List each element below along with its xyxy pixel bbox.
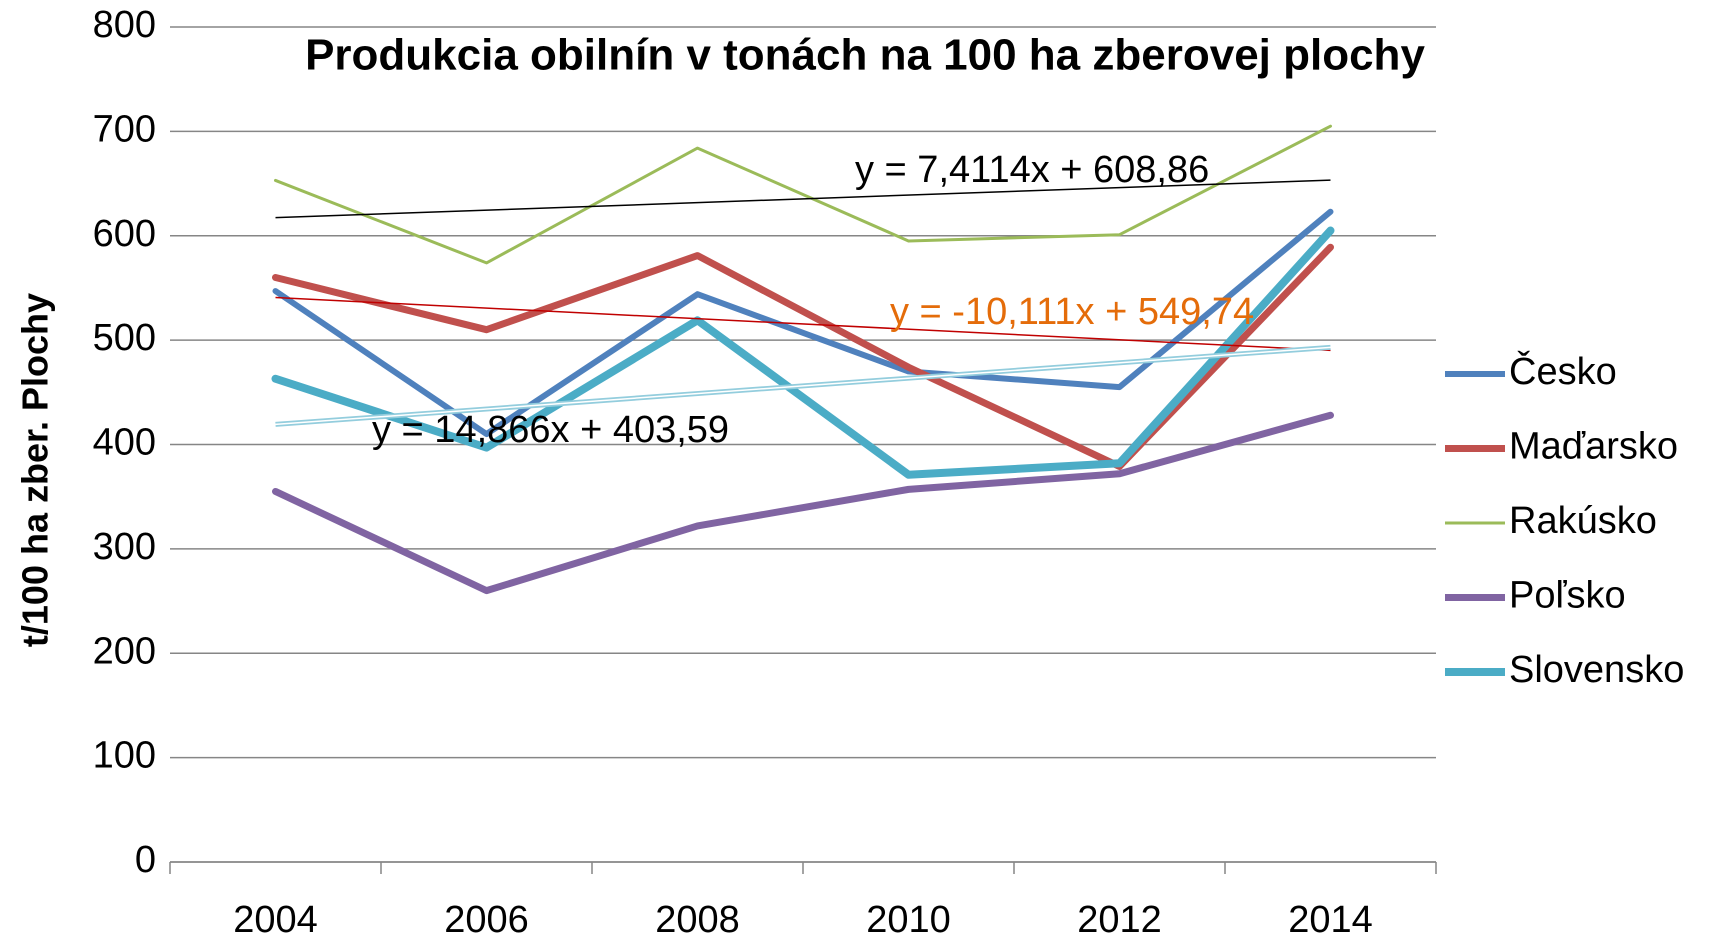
y-tick-label: 300 xyxy=(93,526,156,568)
y-axis-title: t/100 ha zber. Plochy xyxy=(15,293,56,647)
legend-label: Rakúsko xyxy=(1509,500,1657,542)
trendline xyxy=(275,296,1331,352)
x-tick-label: 2014 xyxy=(1288,899,1373,937)
series-line xyxy=(272,411,1334,595)
y-tick-label: 100 xyxy=(93,735,156,777)
legend-label: Česko xyxy=(1509,349,1617,393)
y-tick-label: 500 xyxy=(93,317,156,359)
legend-label: Maďarsko xyxy=(1509,426,1678,468)
legend-label: Slovensko xyxy=(1509,649,1684,691)
y-tick-label: 0 xyxy=(135,839,156,881)
trend-equation: y = 7,4114x + 608,86 xyxy=(855,149,1209,191)
x-tick-label: 2010 xyxy=(866,899,951,937)
trend-equation: y = -10,111x + 549,74 xyxy=(890,291,1254,333)
x-tick-label: 2004 xyxy=(233,899,318,937)
trendline xyxy=(275,179,1331,219)
x-tick-label: 2006 xyxy=(444,899,529,937)
chart-title: Produkcia obilnín v tonách na 100 ha zbe… xyxy=(305,31,1425,80)
y-tick-label: 600 xyxy=(93,213,156,255)
y-tick-label: 400 xyxy=(93,422,156,464)
trendline-inner xyxy=(275,346,1331,426)
legend-label: Poľsko xyxy=(1509,575,1626,617)
y-tick-label: 700 xyxy=(93,108,156,150)
y-tick-label: 800 xyxy=(93,4,156,46)
series-line xyxy=(271,226,1335,479)
y-tick-label: 200 xyxy=(93,630,156,672)
x-tick-label: 2012 xyxy=(1077,899,1162,937)
trend-equation: y = 14,866x + 403,59 xyxy=(372,409,729,451)
x-tick-label: 2008 xyxy=(655,899,740,937)
series-line xyxy=(274,124,1332,265)
